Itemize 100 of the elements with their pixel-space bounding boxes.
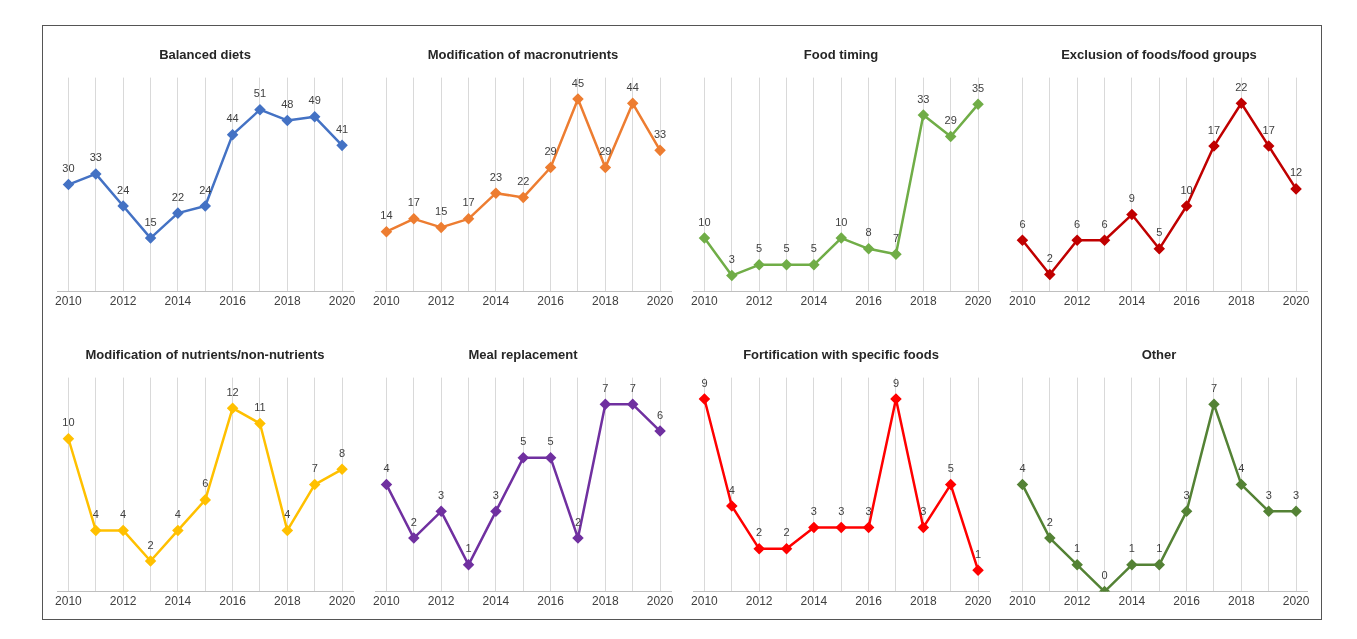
point bbox=[200, 494, 211, 506]
chart-title: Fortification with specific foods bbox=[743, 347, 939, 363]
x-tick-label: 2010 bbox=[55, 594, 83, 609]
data-label: 7 bbox=[602, 381, 609, 394]
point bbox=[1290, 506, 1302, 517]
point bbox=[836, 522, 847, 533]
data-label: 11 bbox=[254, 400, 266, 413]
data-label: 33 bbox=[653, 127, 667, 140]
data-label: 24 bbox=[199, 183, 212, 196]
point bbox=[972, 564, 984, 576]
point bbox=[972, 99, 984, 110]
data-label: 33 bbox=[89, 151, 102, 164]
x-tick-label: 2018 bbox=[591, 294, 619, 309]
point bbox=[254, 418, 266, 429]
data-label: 12 bbox=[1289, 166, 1303, 179]
point bbox=[63, 179, 74, 190]
data-label: 29 bbox=[944, 113, 957, 126]
data-label: 6 bbox=[1101, 217, 1108, 230]
point bbox=[227, 129, 238, 140]
point bbox=[282, 525, 293, 536]
data-label: 6 bbox=[656, 408, 664, 421]
data-label: 1 bbox=[1156, 542, 1163, 555]
data-label: 22 bbox=[171, 190, 185, 203]
chart-title: Exclusion of foods/food groups bbox=[1061, 47, 1257, 63]
point bbox=[309, 479, 320, 490]
point bbox=[336, 140, 348, 151]
point bbox=[227, 402, 238, 414]
point bbox=[63, 433, 74, 444]
point bbox=[172, 525, 184, 536]
point bbox=[408, 213, 420, 225]
data-label: 3 bbox=[438, 488, 445, 501]
data-label: 49 bbox=[308, 94, 321, 107]
point bbox=[518, 452, 529, 464]
data-label: 15 bbox=[435, 204, 448, 217]
point bbox=[1017, 479, 1028, 490]
data-label: 7 bbox=[1210, 381, 1218, 394]
x-tick-label: 2018 bbox=[1227, 294, 1255, 309]
data-label: 30 bbox=[62, 162, 75, 175]
data-label: 9 bbox=[1128, 192, 1135, 205]
point bbox=[1044, 269, 1056, 280]
point bbox=[200, 200, 211, 212]
point bbox=[117, 525, 129, 536]
data-label: 10 bbox=[835, 215, 848, 228]
data-label: 4 bbox=[174, 507, 181, 520]
point bbox=[1236, 98, 1247, 109]
point bbox=[254, 104, 266, 115]
x-tick-label: 2014 bbox=[800, 294, 828, 309]
point bbox=[490, 506, 502, 517]
x-tick-label: 2020 bbox=[646, 594, 674, 609]
point bbox=[863, 522, 874, 533]
point bbox=[381, 226, 392, 237]
data-label: 22 bbox=[1235, 80, 1248, 93]
point bbox=[408, 532, 420, 544]
point bbox=[726, 500, 738, 512]
point bbox=[600, 399, 611, 410]
x-tick-label: 2012 bbox=[1063, 294, 1091, 309]
point bbox=[654, 145, 666, 156]
data-label: 2 bbox=[574, 515, 582, 528]
x-tick-label: 2012 bbox=[427, 294, 455, 309]
data-label: 35 bbox=[971, 81, 985, 94]
data-label: 45 bbox=[571, 76, 585, 89]
point bbox=[435, 222, 447, 233]
data-label: 3 bbox=[1183, 488, 1190, 501]
data-label: 9 bbox=[892, 376, 900, 389]
point bbox=[1099, 234, 1110, 246]
point bbox=[600, 162, 611, 173]
x-tick-label: 2018 bbox=[909, 294, 937, 309]
point bbox=[572, 93, 584, 105]
point bbox=[1017, 234, 1028, 246]
x-tick-label: 2014 bbox=[164, 294, 192, 309]
point bbox=[890, 248, 902, 260]
x-tick-label: 2014 bbox=[1118, 294, 1146, 309]
data-label: 1 bbox=[974, 547, 982, 560]
data-label: 44 bbox=[626, 80, 639, 93]
x-tick-label: 2010 bbox=[691, 594, 719, 609]
point bbox=[172, 207, 184, 219]
data-label: 29 bbox=[599, 145, 612, 158]
x-tick-label: 2016 bbox=[219, 294, 247, 309]
point bbox=[336, 464, 348, 475]
x-tick-label: 2014 bbox=[482, 594, 510, 609]
data-label: 10 bbox=[698, 215, 711, 228]
point bbox=[836, 232, 847, 244]
data-label: 51 bbox=[253, 87, 267, 100]
point bbox=[1290, 183, 1302, 195]
x-tick-label: 2010 bbox=[373, 294, 401, 309]
x-tick-label: 2018 bbox=[273, 294, 301, 309]
data-label: 2 bbox=[1046, 252, 1053, 265]
point bbox=[1263, 140, 1274, 152]
data-label: 22 bbox=[517, 174, 530, 187]
x-tick-label: 2018 bbox=[1227, 594, 1255, 609]
x-tick-label: 2020 bbox=[1282, 294, 1310, 309]
x-tick-label: 2012 bbox=[745, 294, 773, 309]
data-label: 17 bbox=[407, 196, 420, 209]
point bbox=[627, 399, 638, 410]
data-label: 41 bbox=[335, 122, 349, 135]
point bbox=[1071, 559, 1083, 571]
x-tick-label: 2012 bbox=[1063, 594, 1091, 609]
point bbox=[945, 479, 956, 490]
data-label: 12 bbox=[226, 385, 239, 398]
data-label: 3 bbox=[810, 504, 817, 517]
